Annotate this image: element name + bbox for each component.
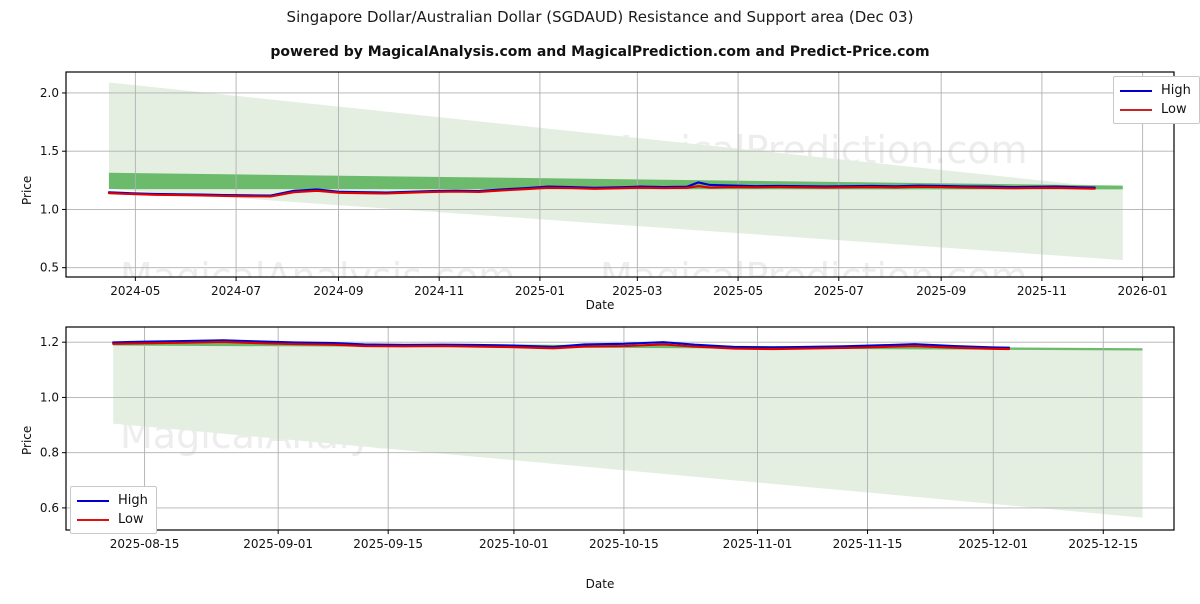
legend-entry-high[interactable]: High (1120, 81, 1191, 100)
svg-text:2024-07: 2024-07 (211, 284, 261, 298)
svg-text:0.6: 0.6 (40, 501, 59, 515)
legend-label-low: Low (118, 512, 144, 527)
upper-chart-legend[interactable]: High Low (1113, 76, 1200, 124)
svg-text:2025-08-15: 2025-08-15 (110, 537, 180, 551)
svg-text:2025-07: 2025-07 (814, 284, 864, 298)
upper-chart-svg: MagicalAnalysis.com MagicalPrediction.com… (40, 71, 1175, 299)
lower-chart-panel: Price MagicalAnalysis.comMagicalPredicti… (0, 315, 1200, 600)
svg-text:2024-05: 2024-05 (110, 284, 160, 298)
page-title: Singapore Dollar/Australian Dollar (SGDA… (286, 8, 914, 26)
svg-text:2026-01: 2026-01 (1118, 284, 1168, 298)
svg-text:2025-01: 2025-01 (515, 284, 565, 298)
legend-swatch-low-icon (1120, 108, 1152, 111)
svg-text:MagicalPrediction.com: MagicalPrediction.com (600, 255, 1028, 299)
svg-text:2025-11: 2025-11 (1017, 284, 1067, 298)
legend-entry-high[interactable]: High (77, 491, 148, 510)
svg-text:2025-12-15: 2025-12-15 (1068, 537, 1138, 551)
lower-chart-x-axis-label: Date (585, 577, 615, 591)
legend-label-low: Low (1161, 102, 1187, 117)
upper-chart-panel: Price MagicalAnalysis.com MagicalPredicti… (20, 71, 1200, 312)
svg-text:2025-11-01: 2025-11-01 (723, 537, 793, 551)
svg-text:1.2: 1.2 (40, 335, 59, 349)
svg-text:2024-11: 2024-11 (414, 284, 464, 298)
legend-entry-low[interactable]: Low (77, 510, 148, 529)
legend-swatch-high-icon (1120, 89, 1152, 92)
svg-text:1.0: 1.0 (40, 202, 59, 216)
svg-text:1.5: 1.5 (40, 144, 59, 158)
svg-text:2025-09-01: 2025-09-01 (243, 537, 313, 551)
svg-text:2025-09: 2025-09 (916, 284, 966, 298)
lower-chart-y-axis-label: Price (20, 425, 34, 455)
svg-text:1.0: 1.0 (40, 390, 59, 404)
legend-entry-low[interactable]: Low (1120, 100, 1191, 119)
svg-text:2025-05: 2025-05 (713, 284, 763, 298)
svg-text:2025-09-15: 2025-09-15 (353, 537, 423, 551)
svg-text:2025-10-15: 2025-10-15 (589, 537, 659, 551)
page-subtitle: powered by MagicalAnalysis.com and Magic… (270, 44, 930, 60)
svg-text:2.0: 2.0 (40, 86, 59, 100)
lower-chart-svg: MagicalAnalysis.comMagicalPrediction.com… (40, 326, 1175, 551)
legend-label-high: High (1161, 83, 1191, 98)
svg-text:0.8: 0.8 (40, 446, 59, 460)
svg-text:2024-09: 2024-09 (313, 284, 363, 298)
legend-label-high: High (118, 493, 148, 508)
svg-text:2025-10-01: 2025-10-01 (479, 537, 549, 551)
svg-text:MagicalAnalysis.com: MagicalAnalysis.com (120, 255, 515, 299)
svg-text:2025-03: 2025-03 (612, 284, 662, 298)
svg-text:2025-11-15: 2025-11-15 (833, 537, 903, 551)
legend-swatch-high-icon (77, 499, 109, 502)
upper-chart-x-axis-label: Date (585, 298, 615, 312)
lower-chart-legend[interactable]: High Low (70, 486, 157, 534)
svg-text:2025-12-01: 2025-12-01 (958, 537, 1028, 551)
svg-text:0.5: 0.5 (40, 261, 59, 275)
legend-swatch-low-icon (77, 518, 109, 521)
upper-chart-y-axis-label: Price (20, 175, 34, 205)
